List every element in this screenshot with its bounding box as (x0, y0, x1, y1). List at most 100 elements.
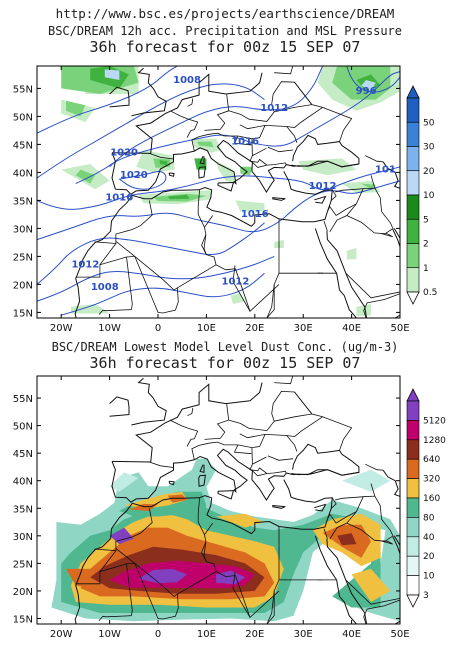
country-border (134, 256, 179, 314)
field-region (75, 169, 96, 184)
coastline (168, 172, 175, 177)
map-frame (36, 375, 401, 625)
map-layer (51, 376, 400, 624)
lon-label: 0 (155, 629, 161, 640)
country-border (249, 447, 287, 474)
coastline (74, 171, 333, 318)
country-border (267, 146, 294, 153)
country-border (252, 147, 267, 156)
coastline (199, 156, 205, 165)
coastline (111, 448, 359, 503)
country-border (197, 189, 205, 228)
country-border (274, 66, 294, 75)
isobar-label: 1012 (71, 260, 99, 271)
precip-legend-label: 1 (423, 264, 429, 274)
country-border (94, 240, 217, 291)
country-border (94, 547, 217, 597)
isobar-label: 1008 (91, 282, 119, 293)
dust-legend-label: 3 (423, 591, 429, 601)
country-border (191, 132, 225, 152)
precip-legend-cap-bottom (406, 291, 420, 305)
country-border (98, 615, 132, 621)
country-border (264, 434, 298, 452)
coastline (217, 490, 235, 500)
dust-legend-label: 1280 (423, 436, 446, 446)
dust-legend-swatch (406, 420, 420, 441)
field-region (341, 180, 381, 194)
field-region (66, 100, 86, 117)
lat-label: 15N (13, 614, 33, 625)
isobar-line (37, 166, 400, 210)
coastline (393, 535, 400, 547)
isobar-label: 1012 (222, 276, 250, 287)
country-border (187, 98, 194, 107)
lat-label: 15N (13, 308, 33, 319)
country-border (294, 391, 353, 451)
lat-label: 30N (13, 532, 33, 543)
lon-label: 40E (342, 629, 361, 640)
country-border (201, 234, 207, 255)
country-border (98, 309, 132, 315)
coastline (326, 231, 400, 318)
lon-label: 10E (197, 323, 216, 334)
lon-label: 50E (390, 629, 409, 640)
dust-legend-swatch (406, 536, 420, 557)
precip-legend-label: 10 (423, 191, 435, 201)
field-region (216, 161, 236, 184)
country-border (266, 579, 280, 624)
field-region (129, 503, 158, 511)
field-region (235, 200, 265, 212)
field-region (196, 141, 214, 148)
isobar-label: 996 (356, 86, 377, 97)
precip-legend-label: 50 (423, 118, 435, 128)
dust-legend-swatch (406, 575, 420, 596)
lon-label: 30E (294, 629, 313, 640)
country-border (329, 496, 364, 540)
country-border (224, 433, 266, 449)
country-border (203, 215, 280, 313)
coastline (291, 134, 360, 168)
country-border (323, 528, 328, 539)
field-region (109, 527, 134, 545)
country-border (267, 455, 294, 461)
lon-label: 20W (50, 323, 73, 334)
coastline (111, 139, 359, 195)
dust-legend-label: 640 (423, 455, 440, 465)
country-border (197, 497, 205, 535)
country-border (335, 483, 376, 501)
lat-label: 55N (13, 394, 33, 405)
dust-legend-label: 40 (423, 533, 435, 543)
country-border (266, 590, 275, 624)
field-region (70, 304, 110, 314)
coastline (326, 538, 400, 624)
country-border (191, 441, 225, 460)
coastline (131, 377, 167, 426)
lat-label: 40N (13, 168, 33, 179)
country-border (115, 508, 153, 549)
isobar-line (37, 255, 275, 302)
country-border (374, 495, 394, 537)
field-region (216, 570, 246, 585)
precip-legend-swatch (406, 146, 420, 172)
country-border (115, 200, 153, 242)
lat-label: 50N (13, 112, 33, 123)
precip-legend-swatch (406, 194, 420, 220)
lon-label: 20W (50, 629, 73, 640)
isobar-label: 1008 (173, 75, 201, 86)
country-border (363, 293, 400, 318)
field-region (351, 568, 391, 602)
isobar-label: 1012 (260, 103, 288, 114)
precip-legend-label: 30 (423, 143, 435, 153)
country-border (252, 456, 267, 465)
country-border (266, 284, 275, 318)
country-border (169, 419, 199, 447)
bottom-panel-subtitle: 36h forecast for 00z 15 SEP 07 (89, 354, 361, 372)
lon-label: 50E (390, 323, 409, 334)
isobar-line (119, 170, 167, 190)
country-border (204, 94, 230, 131)
country-border (233, 444, 252, 455)
coastline (392, 536, 400, 556)
precip-legend-swatch (406, 170, 420, 196)
lon-label: 10W (98, 629, 121, 640)
precip-legend-cap-top (406, 85, 420, 99)
